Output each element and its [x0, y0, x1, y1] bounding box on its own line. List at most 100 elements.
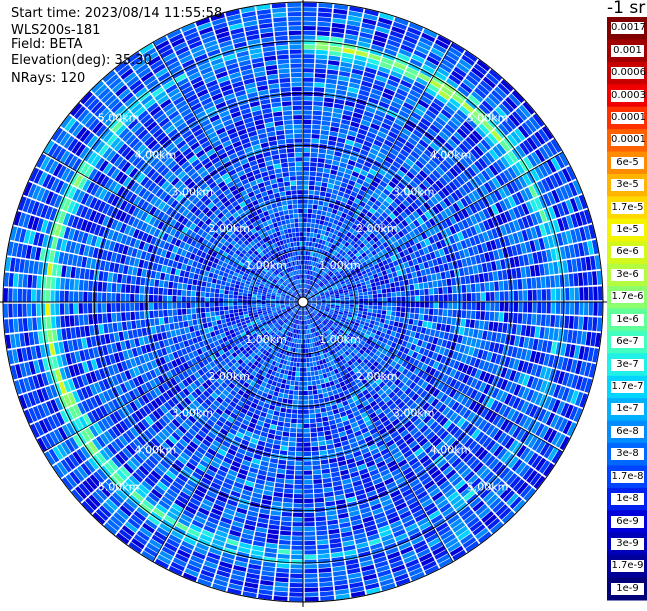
heatmap-cell	[413, 320, 418, 326]
heatmap-cell	[313, 479, 322, 484]
heatmap-cell	[272, 501, 282, 506]
heatmap-cell	[340, 306, 344, 308]
heatmap-cell	[262, 456, 270, 462]
heatmap-cell	[326, 154, 334, 159]
heatmap-cell	[418, 277, 423, 283]
heatmap-cell	[320, 192, 326, 197]
heatmap-cell	[330, 170, 337, 175]
heatmap-cell	[474, 274, 479, 283]
heatmap-cell	[329, 174, 336, 179]
heatmap-cell	[313, 395, 318, 400]
heatmap-cell	[319, 374, 324, 379]
heatmap-cell	[445, 271, 450, 279]
heatmap-cell	[310, 158, 317, 163]
heatmap-cell	[297, 419, 303, 423]
heatmap-cell	[333, 108, 343, 114]
heatmap-cell	[283, 375, 287, 380]
heatmap-cell	[317, 385, 322, 390]
heatmap-cell	[542, 289, 546, 300]
heatmap-cell	[349, 291, 353, 294]
heatmap-cell	[324, 430, 331, 435]
heatmap-cell	[325, 217, 330, 222]
heatmap-cell	[307, 363, 310, 367]
heatmap-cell	[322, 116, 331, 121]
heatmap-cell	[304, 386, 308, 390]
heatmap-cell	[481, 302, 485, 310]
heatmap-cell	[304, 414, 309, 418]
heatmap-cell	[314, 195, 319, 200]
heatmap-cell	[305, 256, 307, 260]
heatmap-cell	[364, 295, 368, 298]
heatmap-cell	[303, 148, 310, 152]
heatmap-cell	[293, 395, 298, 399]
heatmap-cell	[386, 330, 391, 335]
heatmap-cell	[272, 396, 278, 401]
heatmap-cell	[291, 423, 297, 428]
heatmap-cell	[439, 265, 445, 272]
heatmap-cell	[373, 274, 378, 279]
heatmap-cell	[381, 315, 386, 319]
heatmap-cell	[439, 295, 443, 302]
heatmap-cell	[304, 517, 314, 521]
heatmap-cell	[429, 309, 434, 315]
heatmap-cell	[335, 180, 342, 186]
heatmap-cell	[297, 339, 299, 343]
heatmap-cell	[304, 400, 309, 404]
heatmap-cell	[304, 471, 312, 475]
heatmap-cell	[314, 191, 320, 196]
heatmap-cell	[307, 218, 311, 222]
heatmap-cell	[322, 388, 327, 393]
heatmap-cell	[479, 321, 484, 330]
heatmap-cell	[366, 319, 371, 323]
heatmap-cell	[385, 320, 390, 325]
heatmap-cell	[406, 307, 411, 312]
heatmap-cell	[321, 464, 329, 469]
heatmap-cell	[564, 274, 569, 287]
heatmap-cell	[294, 343, 297, 347]
heatmap-cell	[303, 162, 310, 166]
heatmap-cell	[476, 311, 481, 319]
heatmap-cell	[289, 390, 294, 395]
heatmap-cell	[373, 309, 378, 313]
heatmap-cell	[303, 185, 308, 189]
heatmap-cell	[279, 374, 284, 379]
heatmap-cell	[436, 323, 441, 330]
heatmap-cell	[363, 292, 367, 296]
heatmap-cell	[391, 287, 396, 292]
heatmap-cell	[331, 28, 344, 34]
heatmap-cell	[530, 326, 535, 337]
heatmap-cell	[419, 314, 424, 320]
heatmap-cell	[584, 287, 588, 300]
heatmap-cell	[569, 274, 574, 287]
heatmap-cell	[522, 279, 527, 290]
heatmap-cell	[318, 549, 330, 554]
heatmap-cell	[461, 319, 466, 327]
heatmap-cell	[324, 168, 331, 173]
heatmap-cell	[290, 569, 303, 573]
heatmap-cell	[263, 490, 273, 496]
heatmap-cell	[328, 222, 333, 227]
heatmap-cell	[485, 312, 490, 321]
heatmap-cell	[279, 417, 285, 422]
heatmap-cell	[556, 289, 560, 301]
heatmap-cell	[293, 348, 296, 352]
heatmap-cell	[546, 289, 550, 301]
heatmap-cell	[298, 410, 303, 414]
heatmap-cell	[415, 265, 421, 272]
heatmap-cell	[482, 263, 488, 272]
heatmap-cell	[268, 529, 279, 534]
heatmap-cell	[392, 292, 396, 297]
heatmap-cell	[312, 214, 317, 219]
heatmap-cell	[575, 288, 580, 301]
heatmap-cell	[264, 486, 273, 492]
heatmap-cell	[304, 541, 315, 545]
heatmap-cell	[279, 540, 291, 545]
heatmap-cell	[304, 494, 313, 498]
heatmap-cell	[385, 279, 390, 284]
heatmap-cell	[470, 275, 475, 283]
heatmap-cell	[304, 475, 312, 479]
heatmap-cell	[486, 262, 492, 271]
heatmap-cell	[450, 270, 455, 278]
heatmap-cell	[528, 290, 532, 301]
heatmap-cell	[335, 447, 343, 453]
